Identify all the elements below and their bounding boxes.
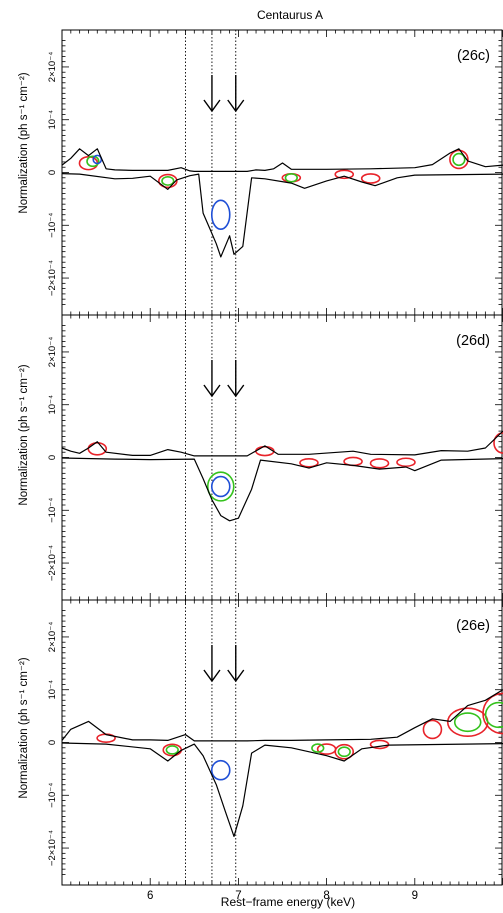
upper-envelope-line <box>61 689 503 742</box>
contour-red <box>316 743 337 755</box>
y-tick-label: −2×10⁻⁴ <box>47 830 58 866</box>
x-tick-label: 7 <box>235 890 241 902</box>
y-tick-label: 2×10⁻⁴ <box>47 622 58 653</box>
contour-red <box>369 739 390 750</box>
panel-26c: 2×10⁻⁴ 10⁻⁴ 0 −10⁻⁴ −2×10⁻⁴ (26c) <box>47 29 503 316</box>
x-tick-label: 6 <box>147 890 153 902</box>
contour-red <box>422 719 443 740</box>
upper-envelope-line <box>61 148 503 172</box>
contour-red <box>158 173 178 189</box>
x-tick-label: 8 <box>323 890 329 902</box>
contour-blue <box>210 199 231 230</box>
chart-title: Centaurus A <box>257 8 323 22</box>
contour-red <box>482 692 503 735</box>
lower-envelope-line <box>61 742 503 837</box>
x-tick-label: 9 <box>412 890 418 902</box>
contour-green <box>452 152 466 167</box>
contour-blue <box>210 475 231 498</box>
y-tick-label: 2×10⁻⁴ <box>47 337 58 368</box>
contour-red <box>369 458 390 469</box>
plot-frame <box>61 599 503 886</box>
y-axis-label-middle: Normalization (ph s⁻¹ cm⁻²) <box>18 364 30 505</box>
arrow-head <box>227 384 245 398</box>
contour-green <box>311 743 325 753</box>
contour-green <box>165 745 179 755</box>
chart-panels: 2×10⁻⁴ 10⁻⁴ 0 −10⁻⁴ −2×10⁻⁴ (26c) 2×10⁻⁴ 10⁻⁴ 0 −… <box>47 29 503 902</box>
plot-frame <box>61 29 503 316</box>
contour-green <box>337 746 351 758</box>
upper-envelope-line <box>61 430 503 457</box>
arrow-head <box>227 99 245 113</box>
y-tick-label: 10⁻⁴ <box>47 395 58 415</box>
contour-red <box>396 457 416 468</box>
arrow-head <box>203 384 221 398</box>
y-tick-label: 0 <box>47 740 58 745</box>
arrow-head <box>203 99 221 113</box>
y-tick-label: 10⁻⁴ <box>47 110 58 130</box>
y-tick-label: −10⁻⁴ <box>47 783 58 808</box>
contour-red <box>360 173 381 184</box>
plot-frame <box>61 314 503 601</box>
contour-red <box>493 432 503 454</box>
panel-26e: 6 7 8 9 2×10⁻⁴ 10⁻⁴ 0 −10⁻⁴ −2×10⁻⁴ (26e) <box>47 599 503 902</box>
contour-red <box>299 457 319 468</box>
contour-green <box>453 712 482 733</box>
contour-red <box>449 149 469 170</box>
panel-26d: 2×10⁻⁴ 10⁻⁴ 0 −10⁻⁴ −2×10⁻⁴ (26d) <box>47 314 503 601</box>
contour-green <box>206 471 235 502</box>
contour-green <box>484 701 503 729</box>
y-tick-label: 2×10⁻⁴ <box>47 52 58 83</box>
arrow-head <box>203 669 221 683</box>
y-axis-label-bottom: Normalization (ph s⁻¹ cm⁻²) <box>18 657 30 798</box>
contour-green <box>161 175 175 186</box>
y-tick-label: −2×10⁻⁴ <box>47 545 58 581</box>
y-tick-label: −10⁻⁴ <box>47 213 58 238</box>
y-tick-label: −10⁻⁴ <box>47 498 58 523</box>
contour-red <box>255 445 275 457</box>
arrow-head <box>227 669 245 683</box>
y-axis-label-top: Normalization (ph s⁻¹ cm⁻²) <box>18 72 30 213</box>
panel-label: (26d) <box>456 333 490 349</box>
panel-label: (26e) <box>456 618 490 634</box>
panel-label: (26c) <box>457 48 490 64</box>
lower-envelope-line <box>61 457 503 522</box>
contour-green <box>284 172 298 183</box>
y-tick-label: 10⁻⁴ <box>47 680 58 700</box>
contour-green <box>86 155 100 168</box>
y-tick-label: 0 <box>47 170 58 175</box>
y-tick-label: −2×10⁻⁴ <box>47 260 58 296</box>
contour-blue <box>210 759 231 781</box>
contour-red <box>334 743 355 760</box>
y-tick-label: 0 <box>47 455 58 460</box>
contour-red <box>334 169 355 180</box>
x-axis-label: Rest−frame energy (keV) <box>221 895 355 909</box>
lower-envelope-line <box>61 173 503 258</box>
